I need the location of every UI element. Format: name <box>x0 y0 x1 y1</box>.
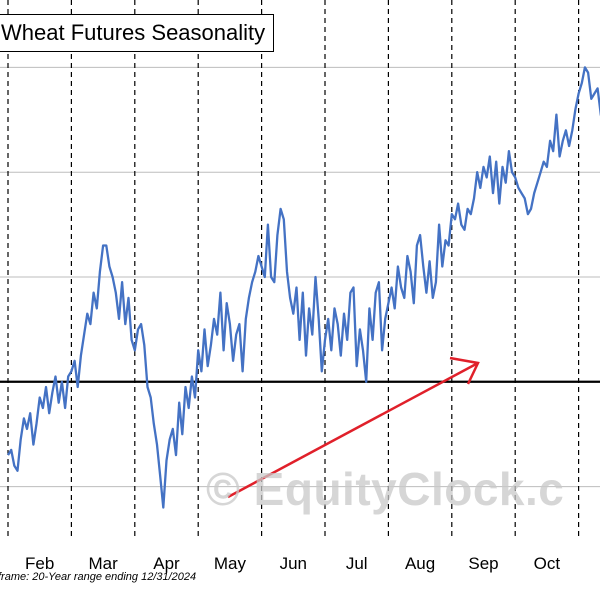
month-label-may: May <box>214 554 247 573</box>
trend-arrow-shaft <box>227 361 479 499</box>
month-label-mar: Mar <box>88 554 118 573</box>
month-label-aug: Aug <box>405 554 435 573</box>
seasonality-line <box>7 66 600 509</box>
month-label-oct: Oct <box>534 554 561 573</box>
month-label-feb: Feb <box>25 554 54 573</box>
chart-footnote: frame: 20-Year range ending 12/31/2024 <box>0 571 197 583</box>
month-label-apr: Apr <box>153 554 180 573</box>
chart-title: Wheat Futures Seasonality <box>0 14 275 52</box>
month-label-sep: Sep <box>468 554 498 573</box>
month-label-jul: Jul <box>346 554 368 573</box>
month-label-jun: Jun <box>280 554 307 573</box>
trend-arrow-head <box>449 356 480 385</box>
equityclock-watermark: © EquityClock.c <box>206 463 565 515</box>
